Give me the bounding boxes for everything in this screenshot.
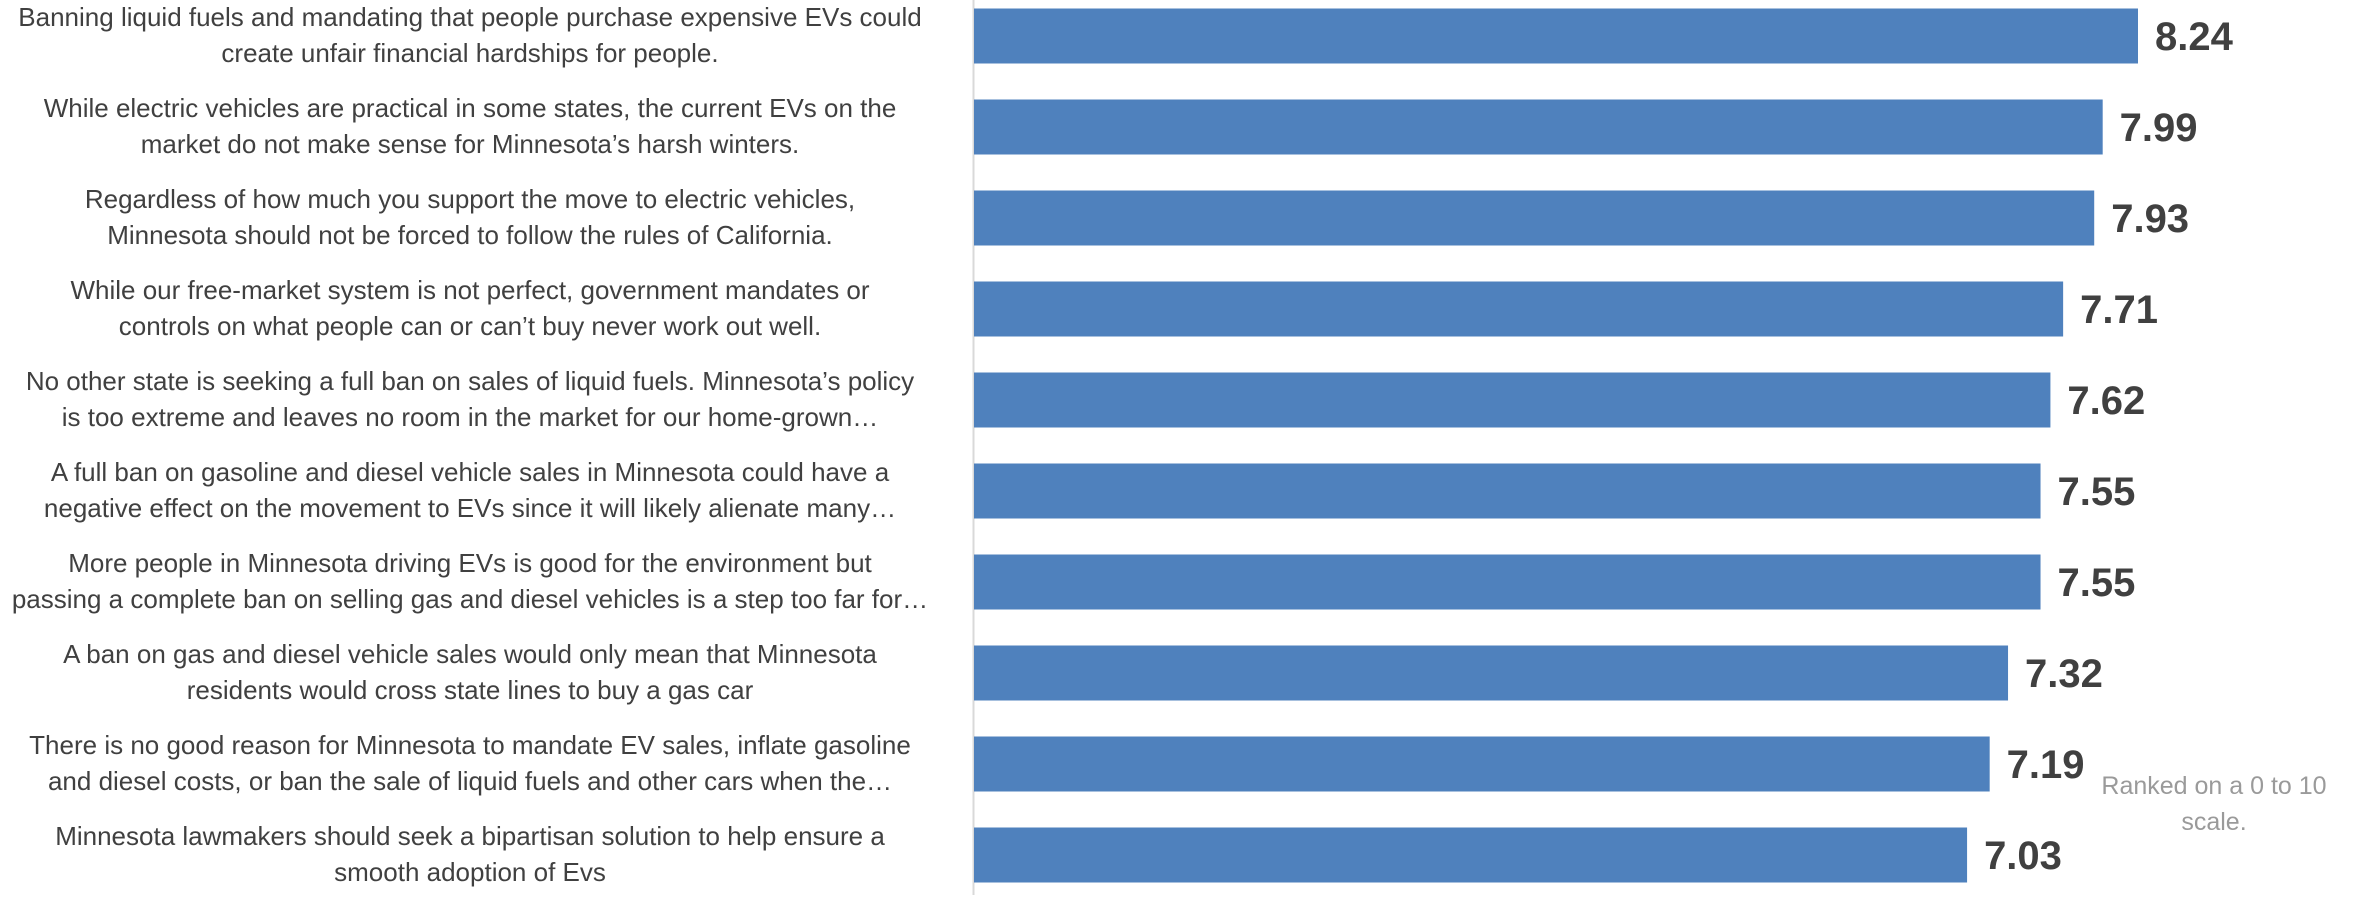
bar	[974, 190, 2095, 246]
category-label: A full ban on gasoline and diesel vehicl…	[44, 457, 896, 523]
category-label: There is no good reason for Minnesota to…	[29, 730, 911, 796]
bar	[974, 736, 1990, 792]
value-label: 7.55	[2058, 561, 2136, 605]
bar	[974, 99, 2103, 155]
category-label: Banning liquid fuels and mandating that …	[18, 2, 921, 68]
value-label: 7.62	[2067, 379, 2145, 423]
scale-note: Ranked on a 0 to 10 scale.	[2101, 772, 2327, 836]
value-label: 7.55	[2058, 470, 2136, 514]
category-label: More people in Minnesota driving EVs is …	[12, 548, 928, 614]
bar	[974, 8, 2138, 64]
bar	[974, 554, 2041, 610]
category-label: A ban on gas and diesel vehicle sales wo…	[63, 639, 877, 705]
value-label: 7.03	[1984, 834, 2062, 878]
value-label: 7.32	[2025, 652, 2103, 696]
value-label: 7.71	[2080, 288, 2158, 332]
category-label: No other state is seeking a full ban on …	[26, 366, 914, 432]
category-label: Regardless of how much you support the m…	[85, 184, 855, 250]
bar	[974, 463, 2041, 519]
value-label: 7.19	[2007, 743, 2085, 787]
value-label: 7.93	[2111, 197, 2189, 241]
bar	[974, 281, 2064, 337]
bar	[974, 645, 2009, 701]
value-label: 7.99	[2120, 106, 2198, 150]
category-label: While electric vehicles are practical in…	[44, 93, 897, 159]
bar	[974, 827, 1968, 883]
bar	[974, 372, 2051, 428]
category-label: Minnesota lawmakers should seek a bipart…	[55, 821, 885, 887]
category-label: While our free-market system is not perf…	[70, 275, 869, 341]
value-label: 8.24	[2155, 15, 2234, 59]
